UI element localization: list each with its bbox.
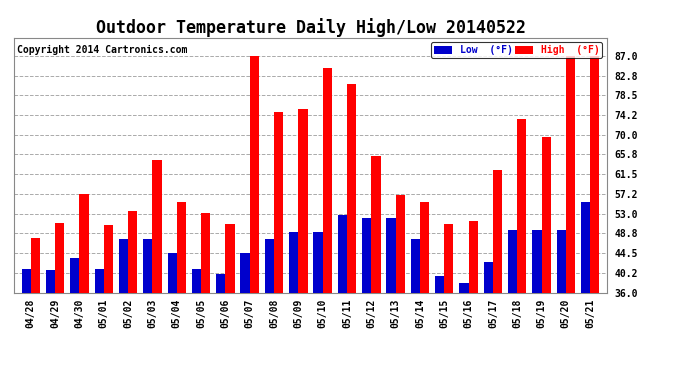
Bar xyxy=(557,230,566,292)
Bar xyxy=(168,253,177,292)
Bar xyxy=(411,239,420,292)
Bar xyxy=(542,137,551,292)
Bar xyxy=(323,68,332,292)
Bar xyxy=(581,202,590,292)
Bar xyxy=(469,220,477,292)
Text: Copyright 2014 Cartronics.com: Copyright 2014 Cartronics.com xyxy=(17,45,187,55)
Bar xyxy=(493,170,502,292)
Bar xyxy=(152,160,161,292)
Title: Outdoor Temperature Daily High/Low 20140522: Outdoor Temperature Daily High/Low 20140… xyxy=(95,18,526,38)
Bar xyxy=(395,195,405,292)
Bar xyxy=(55,223,64,292)
Bar xyxy=(484,262,493,292)
Bar xyxy=(337,214,347,292)
Bar xyxy=(590,56,600,292)
Bar xyxy=(265,239,274,292)
Bar xyxy=(70,258,79,292)
Bar xyxy=(128,211,137,292)
Bar xyxy=(518,118,526,292)
Bar xyxy=(79,194,89,292)
Bar xyxy=(226,224,235,292)
Bar xyxy=(298,110,308,292)
Bar xyxy=(386,218,395,292)
Bar xyxy=(177,202,186,292)
Bar xyxy=(435,276,444,292)
Bar xyxy=(201,213,210,292)
Bar xyxy=(444,224,453,292)
Bar xyxy=(240,253,250,292)
Bar xyxy=(362,218,371,292)
Bar xyxy=(21,269,31,292)
Bar xyxy=(420,202,429,292)
Bar xyxy=(289,232,298,292)
Bar xyxy=(216,274,226,292)
Bar xyxy=(144,239,152,292)
Bar xyxy=(104,225,113,292)
Bar xyxy=(95,269,103,292)
Bar xyxy=(192,269,201,292)
Bar xyxy=(460,283,469,292)
Bar xyxy=(274,112,284,292)
Bar xyxy=(250,56,259,292)
Bar xyxy=(347,84,356,292)
Bar xyxy=(313,232,323,292)
Legend: Low  (°F), High  (°F): Low (°F), High (°F) xyxy=(431,42,602,58)
Bar xyxy=(508,230,518,292)
Bar xyxy=(119,239,128,292)
Bar xyxy=(532,230,542,292)
Bar xyxy=(371,156,381,292)
Bar xyxy=(31,238,40,292)
Bar xyxy=(46,270,55,292)
Bar xyxy=(566,56,575,292)
